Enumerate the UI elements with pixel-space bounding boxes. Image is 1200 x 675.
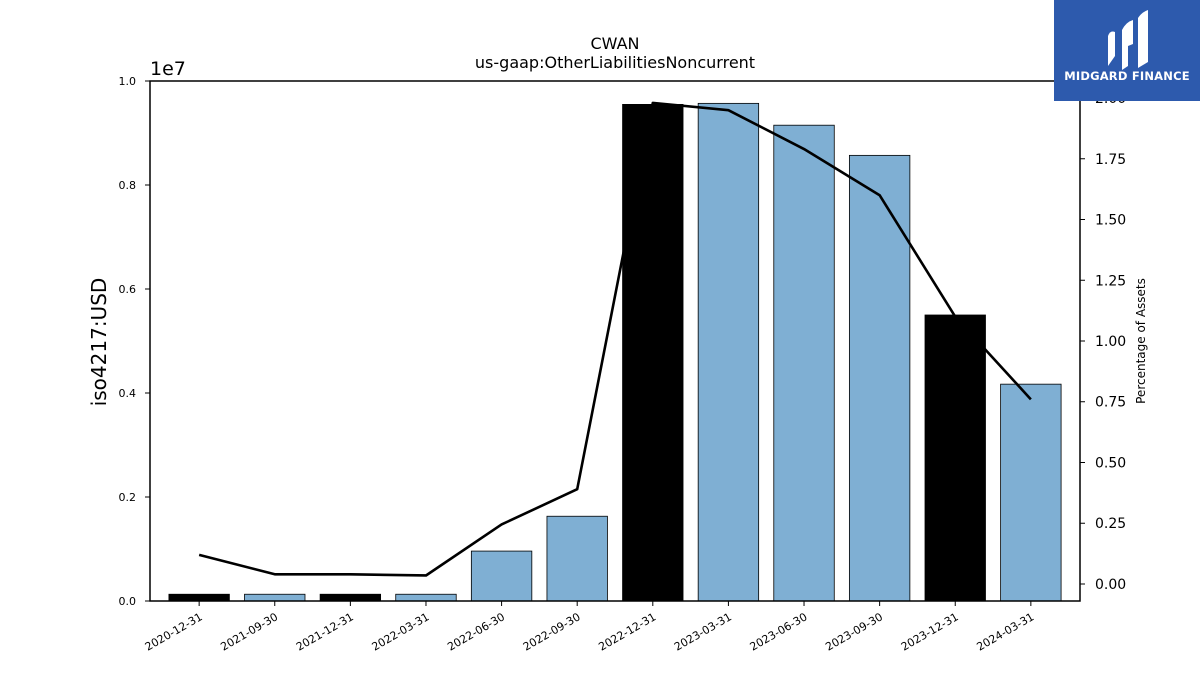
y2-tick-label: 0.75 [1095,395,1126,411]
bar-2022-09-30 [546,515,608,602]
y-axis-label: iso4217:USD [87,278,111,407]
bar-2023-09-30 [848,154,911,602]
x-tick-label: 2021-12-31 [294,610,356,653]
percentage-line [198,101,1032,577]
y-tick-label: 0.4 [119,387,137,400]
y2-tick-label: 1.00 [1095,334,1126,350]
y2-tick-label: 1.50 [1095,213,1126,229]
x-tick-label: 2021-09-30 [218,610,280,653]
line-group [198,101,1032,577]
x-tick-label: 2020-12-31 [143,610,205,653]
y-tick-label: 0.2 [119,491,137,504]
bar-2020-12-31 [168,593,230,602]
y2-tick-label: 0.00 [1095,577,1126,593]
x-tick-label: 2022-12-31 [596,610,658,653]
bar-2023-06-30 [773,124,835,602]
y-axis-offset-label: 1e7 [150,58,186,80]
bar-2022-06-30 [470,550,533,602]
chart-subtitle: us-gaap:OtherLiabilitiesNoncurrent [475,53,755,72]
bar-2024-03-31 [1000,383,1062,602]
bar-2021-09-30 [244,593,306,602]
bar-2021-12-31 [319,593,382,602]
bar-2023-12-31 [924,314,986,602]
bars-group [168,102,1062,602]
y2-axis-label: Percentage of Assets [1134,278,1148,404]
x-tick-label: 2023-03-31 [672,610,734,653]
y-tick-label: 0.0 [119,595,137,608]
bar-2023-03-31 [697,102,760,602]
x-tick-label: 2023-09-30 [823,610,885,653]
chart-title: CWAN [590,34,639,53]
bar-2022-03-31 [395,593,457,602]
y-tick-label: 0.6 [119,283,137,296]
y2-tick-label: 0.50 [1095,455,1126,471]
x-tick-label: 2022-06-30 [445,610,507,653]
x-tick-label: 2023-12-31 [899,610,961,653]
bar-2022-12-31 [622,104,684,602]
logo-text: MIDGARD FINANCE [1064,69,1190,83]
y2-tick-label: 1.25 [1095,273,1126,289]
y-tick-label: 1.0 [119,75,137,88]
y2-tick-label: 1.75 [1095,152,1126,168]
brand-logo: MIDGARD FINANCE [1054,0,1200,101]
y-tick-label: 0.8 [119,179,137,192]
y2-tick-label: 0.25 [1095,516,1126,532]
logo-mark-icon [1108,10,1148,70]
x-tick-label: 2022-03-31 [370,610,432,653]
x-tick-label: 2023-06-30 [748,610,810,653]
x-tick-label: 2024-03-31 [974,610,1036,653]
x-tick-label: 2022-09-30 [521,610,583,653]
